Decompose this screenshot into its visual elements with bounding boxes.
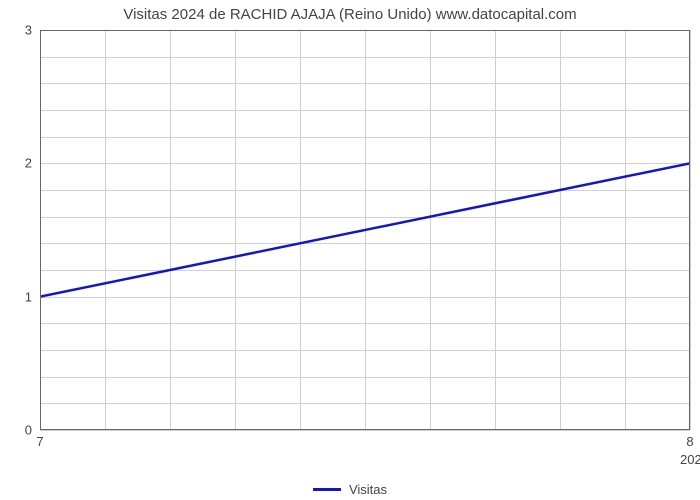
line-series-svg	[40, 30, 690, 430]
plot-area: 012378	[40, 30, 690, 430]
chart-title: Visitas 2024 de RACHID AJAJA (Reino Unid…	[0, 6, 700, 23]
x-tick-label: 7	[36, 430, 43, 449]
legend-item: Visitas	[313, 482, 387, 497]
gridline-h-major	[40, 430, 690, 431]
y-tick-label: 1	[25, 289, 40, 304]
legend: Visitas	[0, 478, 700, 497]
y-tick-label: 3	[25, 23, 40, 38]
right-axis-note: 202	[680, 452, 700, 467]
gridline-v-major	[690, 30, 691, 430]
y-tick-label: 2	[25, 156, 40, 171]
chart-container: Visitas 2024 de RACHID AJAJA (Reino Unid…	[0, 0, 700, 500]
series-line	[40, 163, 690, 296]
x-tick-label: 8	[686, 430, 693, 449]
legend-swatch-icon	[313, 488, 341, 491]
legend-label: Visitas	[349, 482, 387, 497]
